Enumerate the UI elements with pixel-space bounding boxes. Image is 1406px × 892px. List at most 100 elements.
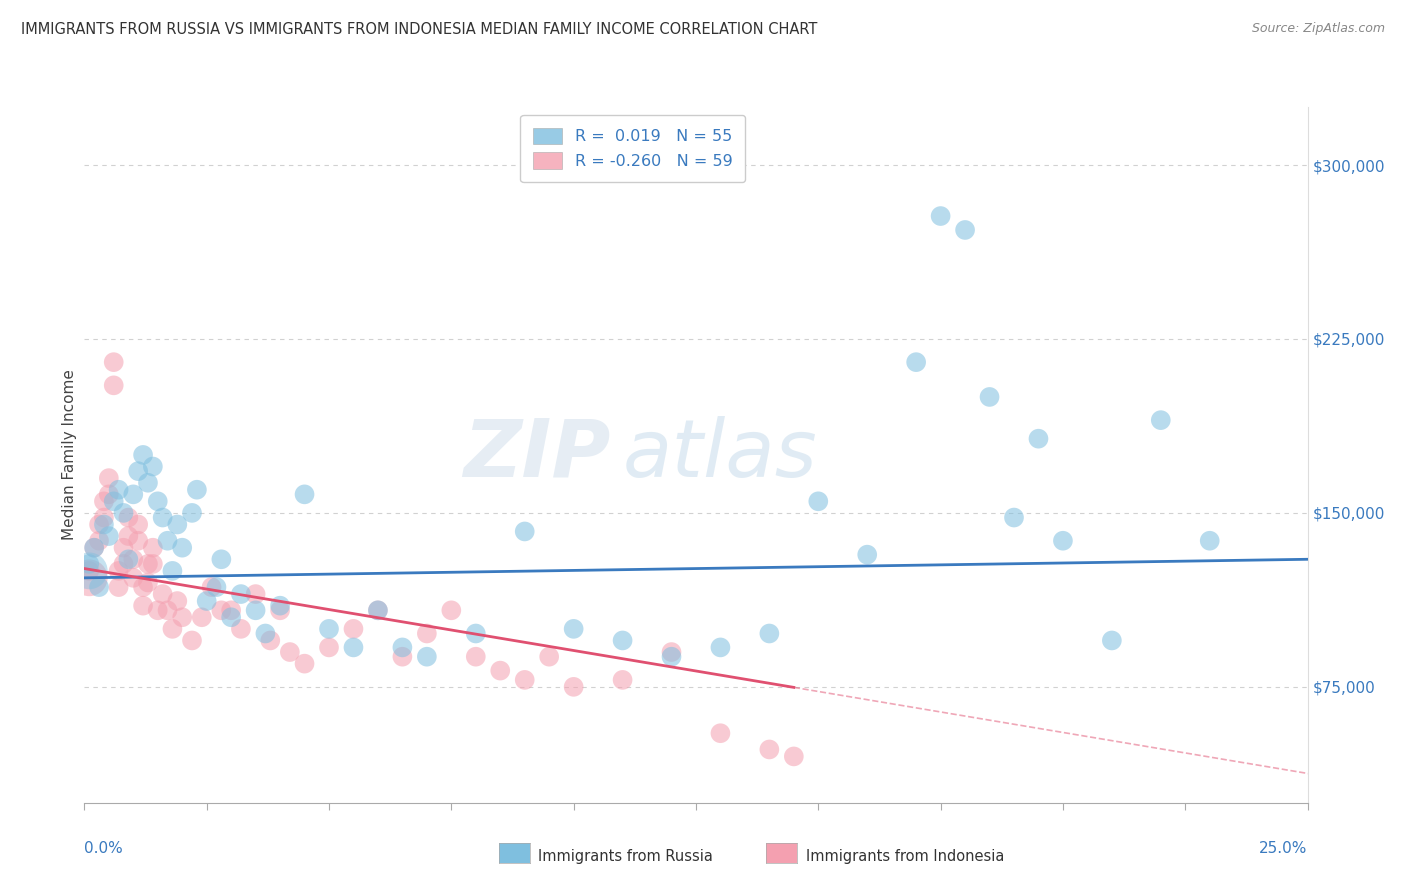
- Point: [191, 610, 214, 624]
- Point: [107, 564, 129, 578]
- Point: [489, 664, 512, 678]
- Legend: R =  0.019   N = 55, R = -0.260   N = 59: R = 0.019 N = 55, R = -0.260 N = 59: [520, 115, 745, 182]
- Text: IMMIGRANTS FROM RUSSIA VS IMMIGRANTS FROM INDONESIA MEDIAN FAMILY INCOME CORRELA: IMMIGRANTS FROM RUSSIA VS IMMIGRANTS FRO…: [21, 22, 817, 37]
- Point: [77, 571, 100, 585]
- Point: [83, 541, 105, 555]
- Point: [856, 548, 879, 562]
- Point: [122, 571, 145, 585]
- Point: [146, 603, 169, 617]
- Point: [254, 626, 277, 640]
- Point: [1198, 533, 1220, 548]
- Point: [200, 580, 222, 594]
- Point: [709, 640, 731, 655]
- Point: [709, 726, 731, 740]
- Text: Source: ZipAtlas.com: Source: ZipAtlas.com: [1251, 22, 1385, 36]
- Point: [107, 580, 129, 594]
- Point: [83, 541, 105, 555]
- Point: [156, 603, 179, 617]
- Point: [132, 599, 155, 613]
- Point: [93, 510, 115, 524]
- Point: [172, 610, 194, 624]
- Point: [269, 599, 291, 613]
- Point: [152, 510, 174, 524]
- Point: [929, 209, 952, 223]
- Point: [783, 749, 806, 764]
- Point: [342, 640, 364, 655]
- Point: [122, 487, 145, 501]
- Point: [166, 517, 188, 532]
- Point: [166, 594, 188, 608]
- Point: [186, 483, 208, 497]
- Point: [905, 355, 928, 369]
- Point: [245, 587, 267, 601]
- Point: [127, 533, 149, 548]
- Point: [117, 552, 139, 566]
- Point: [953, 223, 976, 237]
- Point: [1150, 413, 1173, 427]
- Point: [195, 594, 218, 608]
- Point: [77, 557, 100, 571]
- Point: [122, 552, 145, 566]
- Point: [93, 517, 115, 532]
- Point: [181, 633, 204, 648]
- Point: [661, 645, 683, 659]
- Point: [209, 603, 232, 617]
- Point: [112, 541, 135, 555]
- Point: [219, 610, 242, 624]
- Point: [181, 506, 204, 520]
- Point: [172, 541, 194, 555]
- Point: [367, 603, 389, 617]
- Point: [152, 587, 174, 601]
- Point: [117, 510, 139, 524]
- Point: [162, 622, 184, 636]
- Point: [87, 517, 110, 532]
- Point: [229, 622, 252, 636]
- Point: [136, 575, 159, 590]
- Point: [103, 494, 125, 508]
- Text: Immigrants from Indonesia: Immigrants from Indonesia: [806, 849, 1004, 863]
- Point: [127, 517, 149, 532]
- Point: [513, 524, 536, 539]
- Point: [107, 483, 129, 497]
- Point: [103, 355, 125, 369]
- Point: [758, 742, 780, 756]
- Point: [93, 494, 115, 508]
- Point: [1028, 432, 1050, 446]
- Point: [77, 564, 100, 578]
- Point: [103, 378, 125, 392]
- Point: [367, 603, 389, 617]
- Point: [136, 557, 159, 571]
- Point: [979, 390, 1001, 404]
- Point: [87, 533, 110, 548]
- Point: [97, 529, 120, 543]
- Point: [209, 552, 232, 566]
- Point: [612, 633, 634, 648]
- Point: [1052, 533, 1074, 548]
- Point: [136, 475, 159, 490]
- Point: [318, 622, 340, 636]
- Point: [464, 626, 486, 640]
- Point: [538, 649, 561, 664]
- Point: [1002, 510, 1025, 524]
- Point: [269, 603, 291, 617]
- Point: [97, 471, 120, 485]
- Text: 0.0%: 0.0%: [84, 841, 124, 856]
- Point: [132, 448, 155, 462]
- Point: [391, 649, 413, 664]
- Point: [562, 622, 585, 636]
- Point: [142, 541, 165, 555]
- Point: [245, 603, 267, 617]
- Point: [464, 649, 486, 664]
- Point: [156, 533, 179, 548]
- Point: [807, 494, 830, 508]
- Point: [127, 464, 149, 478]
- Point: [142, 557, 165, 571]
- Text: ZIP: ZIP: [463, 416, 610, 494]
- Point: [294, 657, 316, 671]
- Y-axis label: Median Family Income: Median Family Income: [62, 369, 77, 541]
- Point: [112, 506, 135, 520]
- Point: [562, 680, 585, 694]
- Point: [758, 626, 780, 640]
- Point: [219, 603, 242, 617]
- Point: [416, 626, 439, 640]
